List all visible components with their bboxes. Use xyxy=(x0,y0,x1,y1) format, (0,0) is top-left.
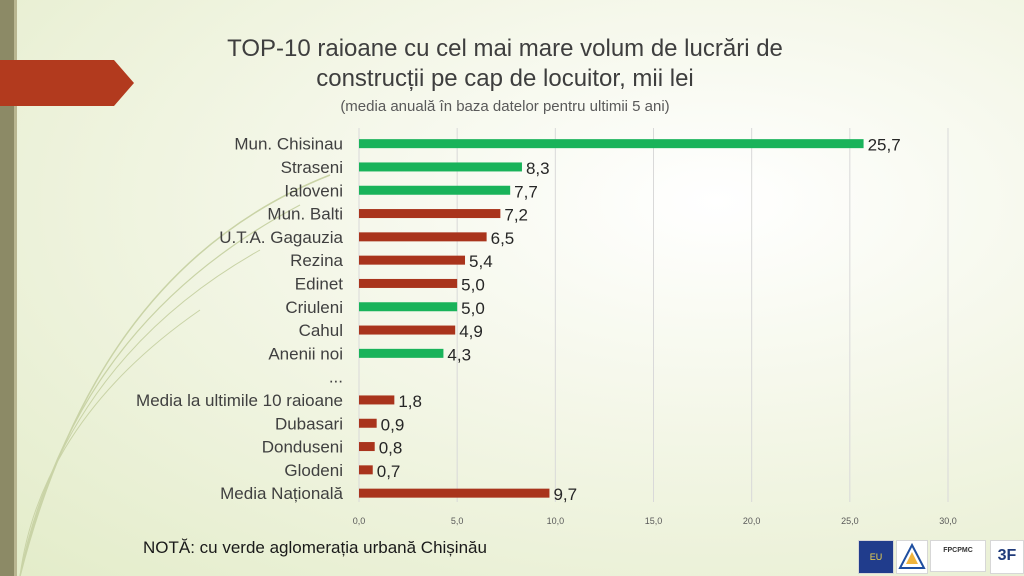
bar xyxy=(359,209,501,219)
bar xyxy=(359,325,456,335)
bar xyxy=(359,465,373,475)
category-label: Media Națională xyxy=(220,484,343,503)
bar xyxy=(359,488,550,498)
data-label: 7,7 xyxy=(514,182,538,201)
category-label: Donduseni xyxy=(262,438,343,457)
data-label: 5,4 xyxy=(469,252,493,271)
category-label: Straseni xyxy=(281,158,343,177)
bar xyxy=(359,162,522,172)
category-label: Glodeni xyxy=(284,461,343,480)
x-tick-label: 15,0 xyxy=(645,516,663,526)
category-label: U.T.A. Gagauzia xyxy=(219,228,343,247)
category-label: Edinet xyxy=(295,274,343,293)
chart-title-line2: construcții pe cap de locuitor, mii lei xyxy=(316,65,694,92)
data-label: 0,8 xyxy=(379,439,403,458)
left-decor-stripe-thin xyxy=(14,0,17,576)
bar xyxy=(359,302,458,312)
data-label: 6,5 xyxy=(491,229,515,248)
x-tick-label: 10,0 xyxy=(547,516,565,526)
chart-title-line1: TOP-10 raioane cu cel mai mare volum de … xyxy=(227,35,783,62)
data-label: 5,0 xyxy=(461,275,485,294)
data-label: 0,9 xyxy=(381,415,405,434)
bar xyxy=(359,418,377,428)
data-label: 8,3 xyxy=(526,159,550,178)
category-label: Ialoveni xyxy=(284,181,343,200)
data-label: 1,8 xyxy=(398,392,422,411)
bar xyxy=(359,232,487,242)
data-label: 4,9 xyxy=(459,322,483,341)
decorative-swirl xyxy=(19,174,331,576)
left-decor-stripe xyxy=(0,0,14,576)
category-label: Mun. Chisinau xyxy=(234,135,343,154)
footnote: NOTĂ: cu verde aglomerația urbană Chișin… xyxy=(143,538,487,557)
bar xyxy=(359,348,444,358)
chart-subtitle: (media anuală în baza datelor pentru ult… xyxy=(340,98,670,115)
fpcpmc-logo: FPCPMC xyxy=(930,540,986,572)
x-tick-label: 30,0 xyxy=(939,516,957,526)
data-label: 25,7 xyxy=(868,136,901,155)
data-label: 7,2 xyxy=(504,206,528,225)
category-label: Media la ultimile 10 raioane xyxy=(136,391,343,410)
category-label: Anenii noi xyxy=(268,344,343,363)
data-label: 4,3 xyxy=(447,345,471,364)
x-tick-label: 5,0 xyxy=(451,516,464,526)
category-label: Rezina xyxy=(290,251,343,270)
partner-logos: EU FPCPMC 3F xyxy=(858,540,1024,574)
bar xyxy=(359,395,395,405)
category-label: Cahul xyxy=(299,321,343,340)
eu-logo-icon: EU xyxy=(858,540,894,574)
triangle-logo-icon xyxy=(896,540,928,574)
bar-chart: 0,0 5,0 10,0 15,0 20,0 25,0 30,0 Mun. Chisinau 2… xyxy=(136,128,957,526)
bar xyxy=(359,278,458,288)
bar xyxy=(359,139,864,149)
title-arrow-banner xyxy=(0,60,134,106)
data-label: 0,7 xyxy=(377,462,401,481)
x-tick-label: 0,0 xyxy=(353,516,366,526)
category-label: Dubasari xyxy=(275,414,343,433)
x-tick-label: 20,0 xyxy=(743,516,761,526)
data-label: 9,7 xyxy=(553,485,577,504)
chart-title: TOP-10 raioane cu cel mai mare volum de … xyxy=(160,34,850,94)
category-label: Mun. Balti xyxy=(267,205,343,224)
bar xyxy=(359,442,375,452)
three-f-logo: 3F xyxy=(990,540,1024,574)
category-label: Criuleni xyxy=(285,298,343,317)
bar xyxy=(359,185,511,195)
bar xyxy=(359,255,466,265)
category-label: ... xyxy=(329,368,343,387)
data-label: 5,0 xyxy=(461,299,485,318)
x-tick-label: 25,0 xyxy=(841,516,859,526)
